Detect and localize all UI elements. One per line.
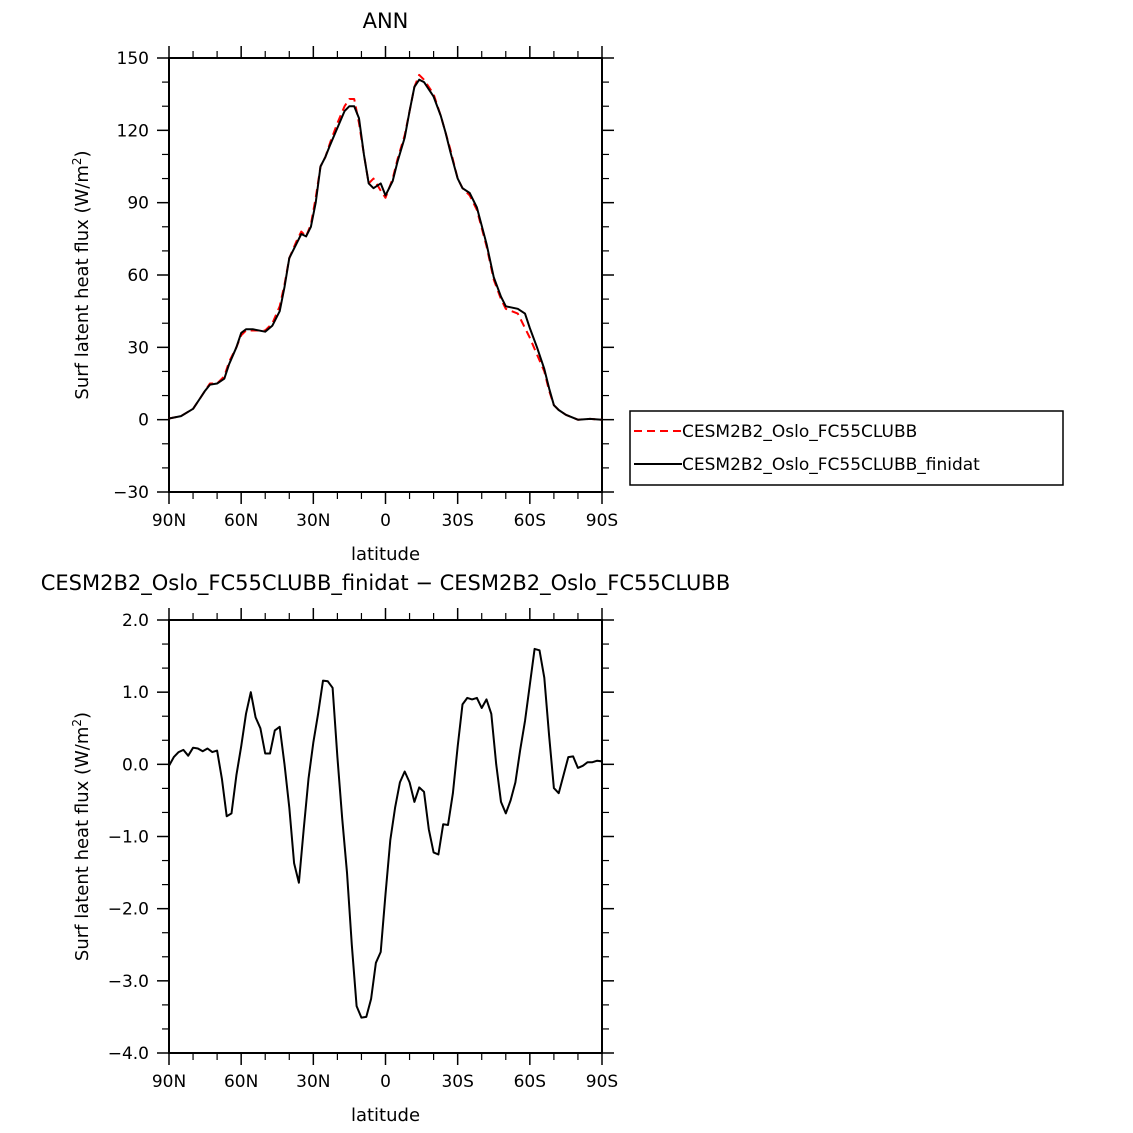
y-tick-label: −4.0 [108, 1044, 149, 1064]
x-tick-label: 60S [514, 1072, 546, 1092]
y-tick-label: 1.0 [122, 683, 149, 703]
series-line-1 [168, 647, 603, 1019]
x-tick-label: 30S [441, 511, 473, 531]
x-axis-label: latitude [351, 544, 420, 565]
series-line-2 [168, 78, 603, 421]
y-axis-label-superscript: 2 [70, 719, 84, 727]
y-tick-label: 30 [127, 338, 149, 358]
y-axis-label-superscript: 2 [70, 157, 84, 165]
y-axis-label-text: Surf latent heat flux (W/m [72, 165, 93, 399]
plot-frame [168, 57, 603, 493]
chart-title: CESM2B2_Oslo_FC55CLUBB_finidat − CESM2B2… [41, 571, 731, 596]
y-axis-label-end: ) [72, 712, 93, 719]
x-tick-label: 90N [152, 511, 186, 531]
y-tick-label: 90 [127, 194, 149, 214]
x-tick-label: 0 [380, 1072, 391, 1092]
series-line-1 [168, 73, 603, 421]
y-tick-label: 120 [117, 121, 149, 141]
y-axis-label: Surf latent heat flux (W/m2) [70, 150, 93, 399]
x-tick-label: 60N [224, 1072, 258, 1092]
chart-title: ANN [363, 9, 409, 33]
y-tick-label: −3.0 [108, 972, 149, 992]
y-axis-label: Surf latent heat flux (W/m2) [70, 712, 93, 961]
x-tick-label: 90N [152, 1072, 186, 1092]
y-tick-label: 2.0 [122, 611, 149, 631]
y-tick-label: −2.0 [108, 900, 149, 920]
x-tick-label: 60S [514, 511, 546, 531]
y-tick-label: 0 [138, 411, 149, 431]
x-tick-label: 60N [224, 511, 258, 531]
x-tick-label: 0 [380, 511, 391, 531]
legend-label: CESM2B2_Oslo_FC55CLUBB [682, 422, 917, 442]
x-tick-label: 90S [586, 1072, 618, 1092]
legend-label: CESM2B2_Oslo_FC55CLUBB_finidat [682, 455, 980, 475]
x-tick-label: 30N [296, 1072, 330, 1092]
x-tick-label: 90S [586, 511, 618, 531]
chart-1: ANN −30 0 30 60 90 120 150 90N 60N 30N 0 30S 60S 90S la… [70, 9, 1064, 565]
legend: CESM2B2_Oslo_FC55CLUBB CESM2B2_Oslo_FC55C… [629, 410, 1064, 486]
x-axis-label: latitude [351, 1105, 420, 1126]
y-tick-label: 150 [117, 49, 149, 69]
y-axis-label-text: Surf latent heat flux (W/m [72, 727, 93, 961]
y-tick-label: −30 [113, 483, 149, 503]
chart-2: CESM2B2_Oslo_FC55CLUBB_finidat − CESM2B2… [41, 571, 731, 1126]
y-tick-label: 60 [127, 266, 149, 286]
y-tick-label: 0.0 [122, 755, 149, 775]
legend-box [629, 410, 1064, 486]
x-tick-label: 30N [296, 511, 330, 531]
y-tick-label: −1.0 [108, 828, 149, 848]
plot-frame [168, 619, 603, 1054]
x-tick-label: 30S [441, 1072, 473, 1092]
y-axis-label-end: ) [72, 150, 93, 157]
